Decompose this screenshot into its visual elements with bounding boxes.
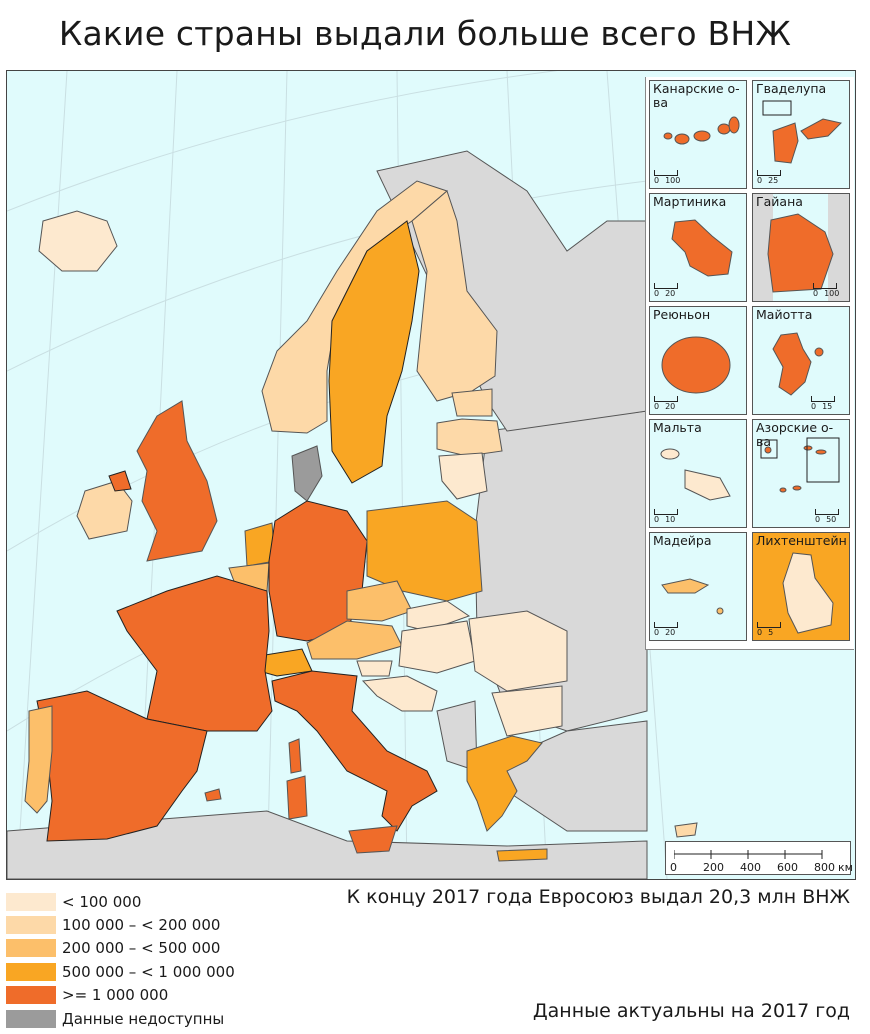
- legend-item: < 100 000: [6, 890, 235, 913]
- inset-scale: 0 10: [654, 509, 681, 524]
- legend-label: 200 000 – < 500 000: [62, 939, 221, 958]
- country-poland: [366, 500, 483, 602]
- inset-scale: 0 50: [815, 509, 842, 524]
- country-cyprus: [674, 822, 698, 838]
- island-balearic: [204, 788, 222, 802]
- inset-scale: 0 25: [757, 170, 784, 185]
- inset-scale: 0 20: [654, 396, 681, 411]
- inset-label: Майотта: [756, 307, 813, 322]
- inset-mayotte: Майотта 0 15: [752, 306, 850, 415]
- country-lithuania: [438, 452, 488, 500]
- inset-label: Гайана: [756, 194, 803, 209]
- legend-label: < 100 000: [62, 892, 142, 911]
- inset-scale: 0 20: [654, 622, 681, 637]
- inset-panel: Канарские о-ва 0 100 Гваделупа 0 25 Мартин…: [645, 77, 854, 650]
- country-latvia: [436, 418, 503, 457]
- legend-label: 500 000 – < 1 000 000: [62, 962, 235, 981]
- island-sardinia: [286, 775, 308, 820]
- inset-label: Лихтенштейн: [756, 533, 847, 548]
- inset-label: Мадейра: [653, 533, 712, 548]
- map-frame: Канарские о-ва 0 100 Гваделупа 0 25 Мартин…: [6, 70, 856, 880]
- scale-tick-label: 400: [740, 861, 761, 874]
- scale-tick-label: 600: [777, 861, 798, 874]
- island-corsica: [288, 738, 302, 774]
- country-denmark: [291, 445, 323, 502]
- inset-label: Мальта: [653, 420, 702, 435]
- inset-label: Гваделупа: [756, 81, 827, 96]
- legend-swatch: [6, 916, 56, 935]
- inset-guyana: Гайана 0 100: [752, 193, 850, 302]
- country-germany: [268, 500, 368, 642]
- inset-guadeloupe: Гваделупа 0 25: [752, 80, 850, 189]
- inset-label: Реюньон: [653, 307, 711, 322]
- country-spain: [36, 690, 208, 842]
- data-year-note: Данные актуальны на 2017 год: [532, 1000, 850, 1022]
- island-sicily: [348, 825, 398, 854]
- country-finland: [411, 190, 498, 402]
- map-scale-bar: 0 200 400 600 800 км: [665, 841, 853, 875]
- country-hungary: [398, 620, 476, 674]
- legend-label: 100 000 – < 200 000: [62, 916, 221, 935]
- island-crete: [496, 848, 548, 862]
- country-estonia: [451, 388, 493, 417]
- inset-label: Канарские о-ва: [653, 81, 740, 110]
- country-greece: [466, 735, 543, 832]
- legend-label: Данные недоступны: [62, 1009, 225, 1028]
- inset-label: Мартиника: [653, 194, 727, 209]
- legend-item: 200 000 – < 500 000: [6, 937, 235, 960]
- legend: < 100 000 100 000 – < 200 000 200 000 – …: [6, 890, 235, 1030]
- legend-swatch: [6, 1009, 56, 1028]
- inset-malta: Мальта 0 10: [649, 419, 747, 528]
- country-bulgaria: [491, 685, 563, 737]
- inset-scale: 0 100: [654, 170, 686, 185]
- country-croatia: [361, 675, 438, 712]
- scale-tick-label: 0: [670, 861, 677, 874]
- inset-label: Азорские о-ва: [756, 420, 834, 449]
- country-portugal: [24, 705, 53, 814]
- europe-map: [7, 71, 698, 879]
- legend-item: >= 1 000 000: [6, 984, 235, 1007]
- country-sweden: [328, 220, 420, 484]
- scale-unit: км: [838, 861, 853, 874]
- country-slovenia: [356, 660, 393, 677]
- country-italy: [271, 670, 438, 832]
- legend-swatch: [6, 939, 56, 958]
- inset-reunion: Реюньон 0 20: [649, 306, 747, 415]
- legend-item: 500 000 – < 1 000 000: [6, 960, 235, 983]
- inset-madeira: Мадейра 0 20: [649, 532, 747, 641]
- scale-tick-label: 200: [703, 861, 724, 874]
- country-uk: [136, 400, 218, 562]
- inset-scale: 0 15: [811, 396, 838, 411]
- legend-item: 100 000 – < 200 000: [6, 913, 235, 936]
- legend-item: Данные недоступны: [6, 1007, 235, 1030]
- country-czechia: [346, 580, 413, 622]
- inset-martinique: Мартиника 0 20: [649, 193, 747, 302]
- inset-azores: Азорские о-ва 0 50: [752, 419, 850, 528]
- inset-scale: 0 100: [813, 283, 845, 298]
- legend-swatch: [6, 986, 56, 1005]
- inset-scale: 0 20: [654, 283, 681, 298]
- summary-note: К концу 2017 года Евросоюз выдал 20,3 мл…: [346, 886, 850, 908]
- country-france: [116, 575, 273, 732]
- country-iceland: [38, 210, 118, 272]
- legend-swatch: [6, 892, 56, 911]
- legend-swatch: [6, 962, 56, 981]
- scale-tick-label: 800: [814, 861, 835, 874]
- legend-label: >= 1 000 000: [62, 986, 169, 1005]
- map-title: Какие страны выдали больше всего ВНЖ: [58, 14, 792, 53]
- country-northern-ireland: [108, 470, 132, 492]
- country-romania: [468, 610, 568, 692]
- inset-canary-islands: Канарские о-ва 0 100: [649, 80, 747, 189]
